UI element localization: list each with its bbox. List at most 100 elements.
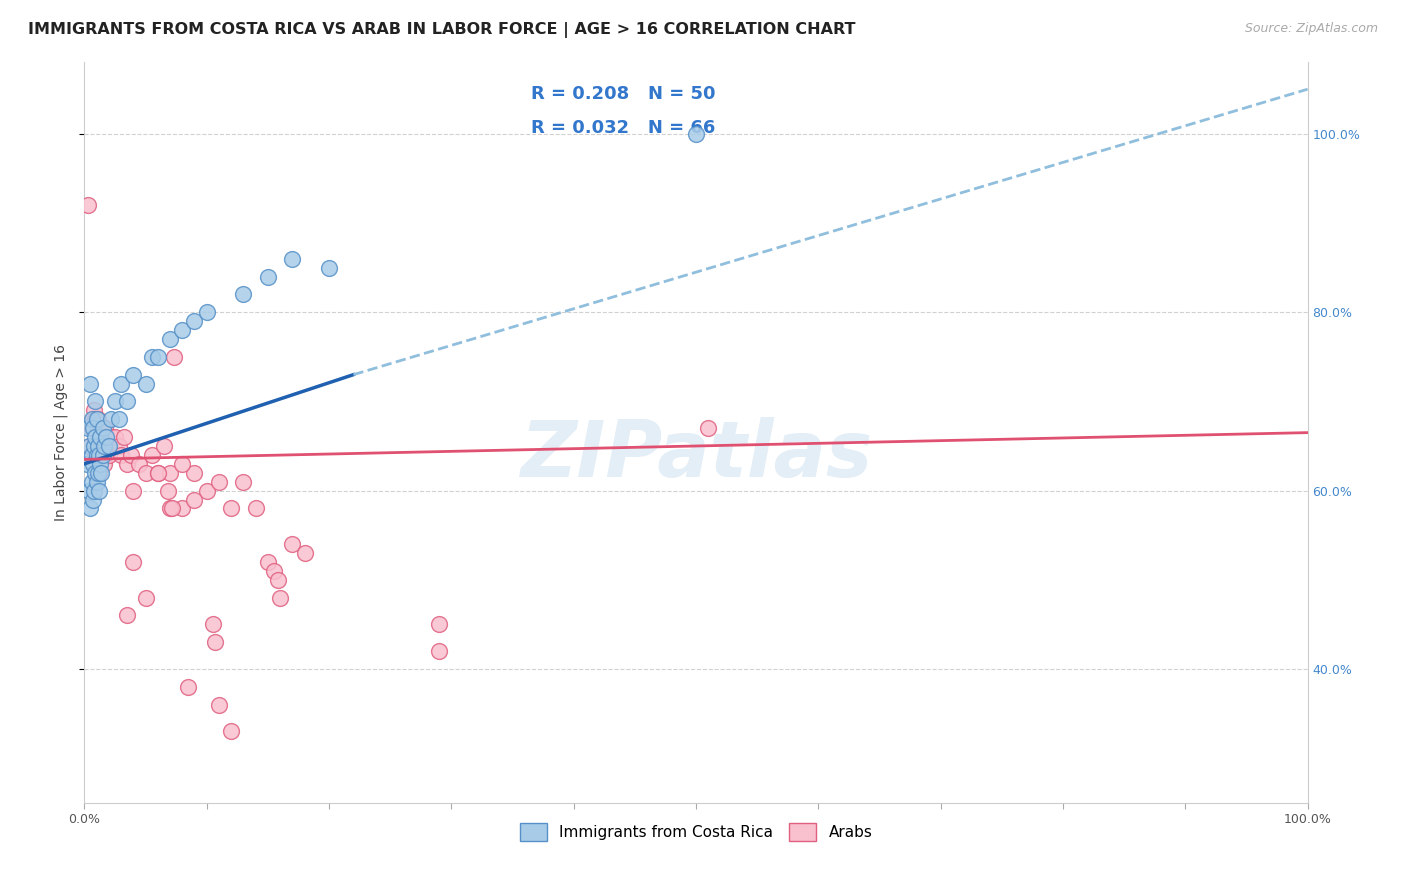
Point xyxy=(172,323,194,337)
Point xyxy=(110,448,132,462)
Point xyxy=(100,430,122,444)
Point xyxy=(91,448,114,462)
Point xyxy=(82,457,104,471)
Point xyxy=(266,573,288,587)
Point xyxy=(257,555,280,569)
Point xyxy=(86,412,108,426)
Point xyxy=(122,368,145,382)
Point xyxy=(79,501,101,516)
Point xyxy=(83,439,105,453)
Point xyxy=(84,412,107,426)
Point xyxy=(208,698,231,712)
Legend: Immigrants from Costa Rica, Arabs: Immigrants from Costa Rica, Arabs xyxy=(513,817,879,847)
Point xyxy=(86,421,108,435)
Point xyxy=(232,475,254,489)
Point xyxy=(120,448,142,462)
Point xyxy=(96,439,118,453)
Point xyxy=(135,591,157,605)
Text: R = 0.208   N = 50: R = 0.208 N = 50 xyxy=(531,85,716,103)
Point xyxy=(87,483,110,498)
Point xyxy=(162,501,184,516)
Text: Source: ZipAtlas.com: Source: ZipAtlas.com xyxy=(1244,22,1378,36)
Point xyxy=(89,430,111,444)
Point xyxy=(122,555,145,569)
Point xyxy=(87,466,110,480)
Point xyxy=(84,448,107,462)
Point xyxy=(685,127,707,141)
Y-axis label: In Labor Force | Age > 16: In Labor Force | Age > 16 xyxy=(53,344,67,521)
Point xyxy=(427,644,450,658)
Point xyxy=(87,448,110,462)
Point xyxy=(245,501,267,516)
Point xyxy=(83,439,105,453)
Point xyxy=(100,412,122,426)
Point xyxy=(156,483,179,498)
Point xyxy=(141,448,163,462)
Point xyxy=(84,466,107,480)
Point xyxy=(86,448,108,462)
Point xyxy=(80,475,103,489)
Point xyxy=(172,501,194,516)
Point xyxy=(97,448,120,462)
Point xyxy=(87,412,110,426)
Point xyxy=(107,412,129,426)
Point xyxy=(318,260,340,275)
Point xyxy=(84,394,107,409)
Point xyxy=(183,492,205,507)
Point xyxy=(146,350,169,364)
Point xyxy=(83,483,105,498)
Point xyxy=(76,457,98,471)
Point xyxy=(86,457,108,471)
Point xyxy=(80,421,103,435)
Point xyxy=(91,421,114,435)
Point xyxy=(93,457,115,471)
Point xyxy=(219,501,242,516)
Point xyxy=(159,466,181,480)
Point xyxy=(183,466,205,480)
Point xyxy=(153,439,176,453)
Point xyxy=(697,421,720,435)
Point xyxy=(163,350,186,364)
Point xyxy=(89,457,111,471)
Point xyxy=(87,448,110,462)
Point xyxy=(110,376,132,391)
Point xyxy=(77,198,100,212)
Point xyxy=(232,287,254,301)
Point xyxy=(159,332,181,346)
Point xyxy=(107,439,129,453)
Point xyxy=(141,350,163,364)
Point xyxy=(219,724,242,739)
Point xyxy=(79,376,101,391)
Point xyxy=(146,466,169,480)
Point xyxy=(80,448,103,462)
Point xyxy=(84,430,107,444)
Text: IMMIGRANTS FROM COSTA RICA VS ARAB IN LABOR FORCE | AGE > 16 CORRELATION CHART: IMMIGRANTS FROM COSTA RICA VS ARAB IN LA… xyxy=(28,22,856,38)
Point xyxy=(281,252,304,266)
Point xyxy=(172,457,194,471)
Point xyxy=(115,608,138,623)
Point xyxy=(183,314,205,328)
Point xyxy=(112,430,135,444)
Point xyxy=(77,439,100,453)
Point xyxy=(269,591,291,605)
Point xyxy=(135,466,157,480)
Point xyxy=(89,430,111,444)
Text: ZIPatlas: ZIPatlas xyxy=(520,417,872,493)
Point xyxy=(82,492,104,507)
Point xyxy=(281,537,304,551)
Point xyxy=(79,439,101,453)
Point xyxy=(77,483,100,498)
Point xyxy=(427,617,450,632)
Point xyxy=(104,430,127,444)
Point xyxy=(86,475,108,489)
Point xyxy=(96,430,118,444)
Point xyxy=(90,439,112,453)
Point xyxy=(77,421,100,435)
Point xyxy=(208,475,231,489)
Point xyxy=(115,457,138,471)
Point xyxy=(104,394,127,409)
Point xyxy=(87,466,110,480)
Point xyxy=(122,483,145,498)
Point xyxy=(195,483,218,498)
Point xyxy=(294,546,316,560)
